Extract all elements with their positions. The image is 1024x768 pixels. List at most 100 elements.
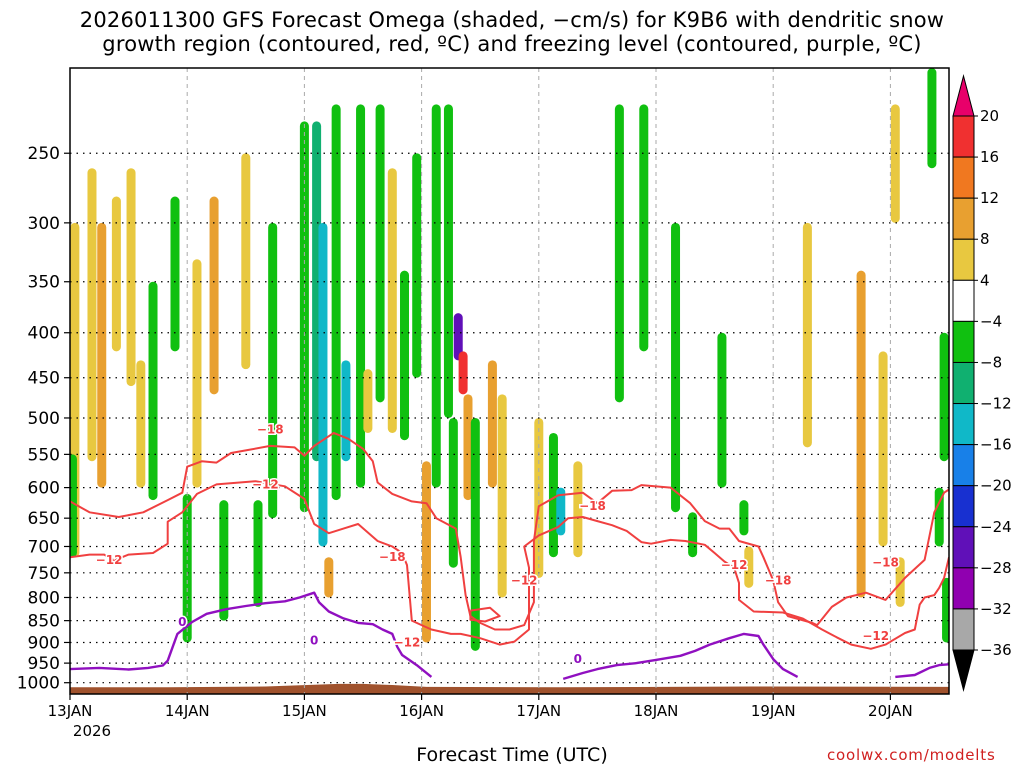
x-tick-label-15JAN: 15JAN <box>282 702 327 720</box>
x-axis: 13JAN 14JAN 15JAN 16JAN 17JAN 18JAN 19JAN 20JAN… <box>48 694 913 740</box>
terrain-area <box>70 683 949 694</box>
x-tick-label-20JAN: 20JAN <box>868 702 913 720</box>
omega-cell-23 <box>363 369 373 433</box>
freezing-contour-1 <box>562 632 799 681</box>
grid-lines <box>70 68 949 694</box>
omega-cell-29 <box>431 104 441 488</box>
omega-cell-48 <box>744 546 754 588</box>
omega-cell-41 <box>573 461 583 558</box>
omega-cell-11 <box>209 196 219 395</box>
omega-cell-35 <box>470 417 480 651</box>
omega-cell-10 <box>192 259 202 488</box>
omega-cell-43 <box>639 104 649 352</box>
omega-cell-33 <box>458 351 468 395</box>
y-tick-label-450: 450 <box>28 369 60 389</box>
y-tick-label-850: 850 <box>28 612 60 632</box>
colorbar-bin-13 <box>952 608 975 651</box>
omega-cell-34 <box>463 394 473 501</box>
colorbar-label-1: 16 <box>980 148 999 166</box>
omega-cell-51 <box>878 351 888 547</box>
colorbar-label-3: 8 <box>980 230 990 248</box>
contour-label-13: 0 <box>574 652 582 666</box>
y-tick-label-750: 750 <box>28 564 60 584</box>
contour-label-2: −12 <box>96 553 123 567</box>
x-tick-label-13JAN: 13JAN <box>48 702 93 720</box>
colorbar-bin-5 <box>952 279 975 322</box>
y-axis: 2503003504004505005506006507007508008509… <box>17 144 70 694</box>
omega-cell-31 <box>448 417 458 568</box>
colorbar-bin-4 <box>952 238 975 281</box>
colorbar-bin-12 <box>952 567 975 610</box>
omega-cell-2 <box>87 168 97 462</box>
omega-cell-32 <box>453 313 463 361</box>
y-tick-label-950: 950 <box>28 654 60 674</box>
colorbar-label-5: −4 <box>980 312 1002 330</box>
omega-cell-12 <box>219 500 229 621</box>
colorbar-top-arrow <box>952 74 975 117</box>
colorbar-bottom-arrow <box>952 649 975 692</box>
omega-cell-39 <box>548 432 558 558</box>
y-tick-label-650: 650 <box>28 509 60 529</box>
plot-frame <box>69 67 950 695</box>
colorbar-bin-6 <box>952 320 975 363</box>
omega-cell-42 <box>614 104 624 403</box>
contour-label-12: 0 <box>310 633 318 647</box>
terrain-fill <box>70 683 949 694</box>
contour-label-4: −12 <box>394 635 421 649</box>
omega-cell-3 <box>97 222 107 488</box>
x-tick-year-label: 2026 <box>73 722 111 740</box>
omega-cell-37 <box>497 394 507 598</box>
colorbar-label-0: 20 <box>980 107 999 125</box>
colorbar-bin-2 <box>952 156 975 199</box>
dgz-contour-2 <box>469 606 501 623</box>
omega-cell-20 <box>331 104 341 501</box>
dgz-contours <box>70 431 949 650</box>
y-tick-label-350: 350 <box>28 273 60 293</box>
colorbar-label-8: −16 <box>980 436 1012 454</box>
omega-cell-22 <box>356 104 366 488</box>
omega-cell-46 <box>717 332 727 488</box>
contour-label-1: −12 <box>252 477 279 491</box>
dgz-contour-0 <box>70 431 949 631</box>
omega-cell-6 <box>136 360 146 488</box>
y-tick-label-900: 900 <box>28 633 60 653</box>
colorbar-label-9: −20 <box>980 477 1012 495</box>
contour-label-5: −12 <box>511 573 538 587</box>
colorbar-label-10: −24 <box>980 518 1012 536</box>
omega-cell-13 <box>241 153 251 370</box>
colorbar-bin-7 <box>952 361 975 405</box>
omega-cell-7 <box>148 281 158 501</box>
x-tick-label-14JAN: 14JAN <box>165 702 210 720</box>
y-tick-label-1000: 1000 <box>17 674 60 694</box>
freezing-contour-2 <box>895 663 949 679</box>
omega-cell-30 <box>443 104 453 418</box>
omega-cell-26 <box>400 270 410 441</box>
omega-cell-8 <box>170 196 180 352</box>
omega-cell-21 <box>341 360 351 462</box>
colorbar-bin-3 <box>952 197 975 240</box>
omega-cell-24 <box>375 104 385 403</box>
source-credit[interactable]: coolwx.com/modelts <box>827 746 996 764</box>
colorbar-label-2: 12 <box>980 189 999 207</box>
colorbar-label-12: −32 <box>980 600 1012 618</box>
x-tick-label-18JAN: 18JAN <box>634 702 679 720</box>
y-tick-label-400: 400 <box>28 324 60 344</box>
omega-cell-54 <box>927 68 937 169</box>
contour-label-6: −18 <box>579 499 606 513</box>
chart-title-line-1: 2026011300 GFS Forecast Omega (shaded, −… <box>79 8 945 32</box>
y-tick-label-300: 300 <box>28 214 60 234</box>
contour-label-9: −18 <box>872 556 899 570</box>
omega-cell-28 <box>421 461 431 643</box>
omega-cell-50 <box>856 270 866 598</box>
freezing-level-contours <box>70 591 949 681</box>
colorbar-bin-11 <box>952 526 975 569</box>
colorbar-label-13: −36 <box>980 641 1012 659</box>
colorbar-bin-8 <box>952 403 975 446</box>
colorbar-label-4: 4 <box>980 271 990 289</box>
colorbar-bin-9 <box>952 444 975 487</box>
chart-title-line-2: growth region (contoured, red, ºC) and f… <box>102 32 922 56</box>
x-tick-label-17JAN: 17JAN <box>516 702 561 720</box>
freezing-contour-0 <box>70 591 433 678</box>
omega-cell-44 <box>671 222 681 513</box>
